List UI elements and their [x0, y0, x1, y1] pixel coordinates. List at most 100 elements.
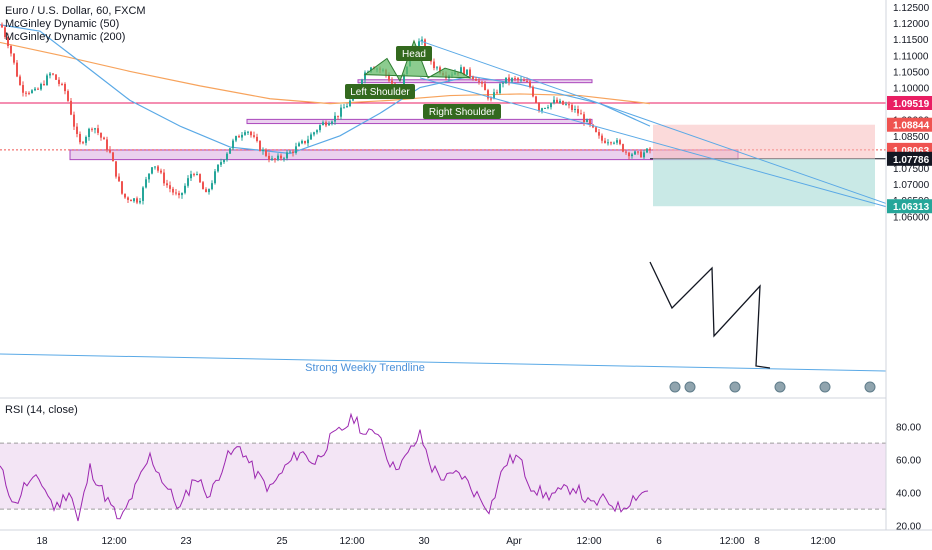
candle-body	[118, 176, 120, 182]
candle-body	[181, 192, 183, 196]
time-tick-label: 6	[656, 536, 662, 547]
candle-body	[241, 134, 243, 138]
time-axis[interactable]: 18 12:00 23 25 12:00 30 Apr 12:00 6 12:00 8 12:00	[0, 529, 932, 547]
price-badge-label: 1.08844	[893, 121, 930, 132]
candle-body	[337, 115, 339, 117]
candle-body	[250, 131, 252, 136]
rsi-tick-label: 20.00	[896, 522, 921, 533]
candle-body	[319, 125, 321, 131]
candle-body	[157, 166, 159, 171]
candle-body	[577, 108, 579, 114]
candle-body	[439, 67, 441, 74]
indicator-mg50-label: McGinley Dynamic (50)	[5, 18, 120, 30]
rsi-tick-label: 80.00	[896, 423, 921, 434]
time-tick-label: 23	[180, 536, 192, 547]
candle-body	[82, 142, 84, 144]
left-shoulder-label-bg	[345, 84, 415, 99]
time-tick-label: 12:00	[339, 536, 364, 547]
candle-body	[307, 139, 309, 144]
economic-event-icon	[774, 381, 786, 393]
candle-body	[223, 159, 225, 163]
candle-body	[190, 174, 192, 179]
candle-body	[613, 142, 615, 144]
candle-body	[556, 99, 558, 103]
price-badge-label: 1.08063	[893, 146, 930, 157]
price-tick-label: 1.06000	[893, 212, 930, 223]
candle-body	[127, 197, 129, 200]
candle-body	[166, 183, 168, 186]
candle-body	[508, 77, 510, 82]
candle-body	[184, 185, 186, 193]
time-tick-label: 12:00	[719, 536, 744, 547]
mcginley-lines	[0, 24, 651, 155]
candle-body	[280, 155, 282, 159]
candle-body	[22, 85, 24, 93]
candle-body	[97, 128, 99, 133]
candle-body	[67, 91, 69, 101]
candle-body	[628, 152, 630, 157]
candle-body	[229, 148, 231, 154]
candle-body	[499, 83, 501, 94]
candle-body	[433, 61, 435, 69]
candle-body	[112, 152, 114, 162]
candle-body	[295, 146, 297, 153]
candle-body	[70, 100, 72, 115]
candle-body	[649, 148, 651, 151]
candle-body	[175, 192, 177, 194]
time-tick-label: 12:00	[810, 536, 835, 547]
candle-body	[244, 132, 246, 135]
candle-body	[622, 144, 624, 152]
candle-body	[643, 152, 645, 158]
candle-body	[607, 142, 609, 144]
candle-body	[52, 73, 54, 75]
candle-body	[472, 76, 474, 79]
candle-body	[34, 88, 36, 91]
candle-body	[7, 36, 9, 47]
candle-body	[490, 98, 492, 100]
candle-body	[211, 183, 213, 190]
supply-demand-zones	[0, 79, 886, 207]
left-shoulder-label: Left Shoulder	[350, 87, 410, 98]
candle-body	[214, 171, 216, 184]
right-shoulder-label: Right Shoulder	[429, 107, 496, 118]
candle-body	[205, 189, 207, 193]
candle-body	[100, 132, 102, 138]
candle-body	[340, 107, 342, 117]
candle-body	[496, 92, 498, 94]
candle-body	[460, 67, 462, 74]
candle-body	[79, 133, 81, 143]
candle-body	[58, 79, 60, 84]
candle-body	[85, 137, 87, 143]
price-badge-label: 1.06313	[893, 202, 930, 213]
candle-body	[178, 193, 180, 196]
candle-body	[271, 158, 273, 160]
price-axis[interactable]: 1.12500 1.12000 1.11500 1.11000 1.10500 1.100…	[885, 0, 932, 533]
candle-body	[349, 100, 351, 107]
candle-body	[37, 88, 39, 90]
candle-body	[631, 154, 633, 157]
price-tick-label: 1.07000	[893, 180, 930, 191]
candle-body	[463, 67, 465, 75]
candle-body	[88, 128, 90, 138]
candle-body	[268, 155, 270, 160]
rsi-pane[interactable]	[0, 412, 886, 522]
candle-body	[484, 83, 486, 91]
candle-body	[220, 162, 222, 165]
rsi-title: RSI (14, close)	[5, 404, 78, 416]
stop-loss-box	[653, 124, 875, 159]
candle-body	[136, 198, 138, 203]
price-tick-label: 1.12000	[893, 19, 930, 30]
candle-body	[535, 96, 537, 104]
economic-event-icon	[729, 381, 741, 393]
candle-body	[322, 122, 324, 126]
candle-body	[343, 107, 345, 109]
head-label: Head	[402, 49, 426, 60]
candle-body	[469, 69, 471, 77]
candle-body	[64, 83, 66, 92]
candle-body	[403, 74, 405, 86]
candle-body	[202, 182, 204, 190]
candle-body	[634, 151, 636, 155]
price-pane[interactable]: Head Left Shoulder Right Shoulder Strong We…	[0, 22, 887, 393]
candle-body	[580, 113, 582, 115]
